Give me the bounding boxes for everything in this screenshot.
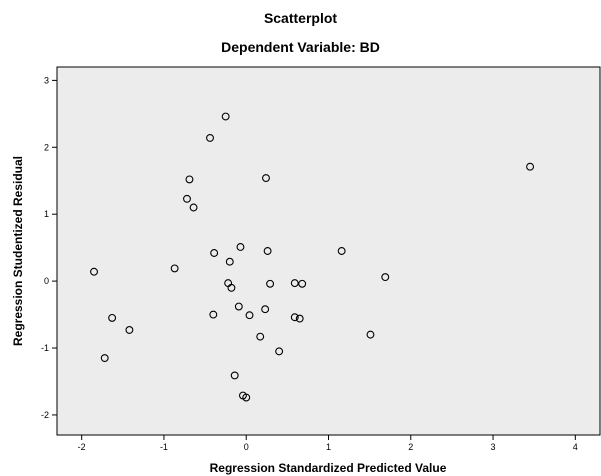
data-point <box>108 313 117 322</box>
data-point <box>337 247 346 255</box>
plot-area <box>56 66 601 436</box>
data-point <box>236 243 245 251</box>
chart-title: Scatterplot <box>263 10 338 26</box>
data-point <box>227 283 236 292</box>
data-point <box>366 330 375 339</box>
y-axis-ticks: -2 -1 0 1 2 3 <box>41 75 57 420</box>
data-point <box>290 279 299 288</box>
data-point <box>242 393 251 402</box>
data-point <box>209 310 218 319</box>
x-tick-label: -1 <box>160 442 168 452</box>
x-tick-label: -2 <box>78 442 86 452</box>
data-point <box>221 112 230 121</box>
data-point <box>526 162 535 171</box>
data-point <box>261 305 270 314</box>
x-axis-ticks: -2 -1 0 1 2 3 4 <box>78 435 578 452</box>
data-point <box>262 174 270 183</box>
x-tick-label: 2 <box>408 442 413 452</box>
data-point <box>263 247 272 255</box>
data-point <box>210 249 219 257</box>
data-point <box>189 203 198 212</box>
data-point <box>256 332 265 341</box>
data-point <box>100 354 109 363</box>
data-point <box>290 313 299 322</box>
data-point <box>225 257 234 266</box>
y-tick-label: -2 <box>41 410 49 420</box>
data-point <box>230 371 239 380</box>
data-point <box>185 175 194 184</box>
data-point <box>275 347 284 356</box>
data-point <box>381 273 390 282</box>
x-tick-label: 3 <box>491 442 496 452</box>
data-point <box>170 264 179 273</box>
data-point <box>206 133 214 142</box>
data-points <box>90 112 535 402</box>
y-tick-label: 2 <box>44 142 49 152</box>
data-point <box>245 311 254 320</box>
x-tick-label: 1 <box>326 442 331 452</box>
data-point <box>266 279 275 288</box>
data-point <box>295 314 304 323</box>
data-point <box>183 194 191 203</box>
y-tick-label: 0 <box>44 276 49 286</box>
y-tick-label: 1 <box>44 209 49 219</box>
data-point <box>125 326 134 334</box>
x-tick-label: 4 <box>573 442 578 452</box>
data-point <box>90 267 98 276</box>
chart-subtitle: Dependent Variable: BD <box>221 39 380 55</box>
y-axis-label: Regression Studentized Residual <box>11 156 25 346</box>
x-axis-label: Regression Standardized Predicted Value <box>210 461 447 475</box>
x-tick-label: 0 <box>244 442 249 452</box>
data-point <box>298 279 307 288</box>
y-tick-label: -1 <box>41 343 49 353</box>
data-point <box>234 302 243 311</box>
y-tick-label: 3 <box>44 75 49 85</box>
